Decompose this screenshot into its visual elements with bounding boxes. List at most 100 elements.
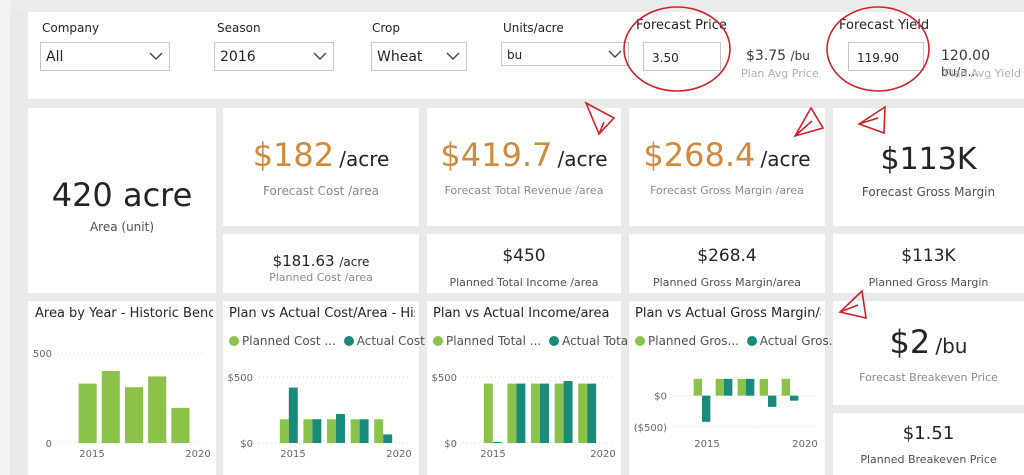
- forecast-yield-label: Forecast Yield: [839, 18, 930, 33]
- x-tick-label: 2020: [185, 449, 210, 460]
- chart-bar: [492, 441, 502, 443]
- planned-gross-margin-caption: Planned Gross Margin: [868, 276, 989, 289]
- planned-income-card: $450 Planned Total Income /area: [427, 234, 621, 293]
- crop-slicer-label: Crop: [372, 21, 401, 35]
- planned-breakeven-card: $1.51 Planned Breakeven Price: [833, 413, 1024, 475]
- crop-slicer-value: Wheat: [377, 49, 423, 65]
- chart-bar: [587, 383, 597, 443]
- company-slicer-label: Company: [42, 21, 100, 35]
- gross-margin-chart: $0 ($500) 2015 2020: [634, 378, 818, 450]
- forecast-cost-card: $182 /acre Forecast Cost /area: [223, 108, 419, 226]
- legend-dot-icon: [343, 336, 354, 346]
- chart-bar: [746, 378, 755, 396]
- chart-bar: [563, 380, 573, 443]
- x-tick-label: 2015: [480, 449, 505, 460]
- x-tick-label: 2015: [694, 439, 719, 450]
- chart-bar: [171, 407, 190, 443]
- y-tick-label: 0: [46, 439, 52, 450]
- top-gutter: [10, 0, 1024, 12]
- chart-bar: [715, 378, 724, 396]
- forecast-revenue-caption: Forecast Total Revenue /area: [444, 184, 604, 197]
- planned-breakeven-value: $1.51: [902, 423, 955, 444]
- chart-bar: [507, 383, 517, 443]
- planned-margin-area-caption: Planned Gross Margin/area: [653, 276, 801, 289]
- forecast-margin-card: $268.4 /acre Forecast Gross Margin /area: [629, 108, 825, 226]
- chevron-down-icon: [446, 52, 460, 60]
- chart-title: Plan vs Actual Gross Margin/a...: [635, 306, 821, 321]
- y-tick-label: ($500): [634, 423, 667, 434]
- planned-gross-margin-value: $113K: [901, 246, 956, 266]
- plan-avg-yield-caption: Plan Avg Yield: [944, 67, 1021, 80]
- area-value: 420 acre: [51, 176, 193, 214]
- chart-bar: [288, 387, 298, 443]
- chart-legend: Planned Gros... Actual Gros...: [635, 334, 840, 348]
- chart-bar: [790, 395, 799, 401]
- company-slicer-value: All: [46, 49, 64, 65]
- chart-bar: [101, 371, 120, 443]
- chart-title: Plan vs Actual Cost/Area - His...: [229, 306, 415, 321]
- forecast-margin-caption: Forecast Gross Margin /area: [650, 184, 804, 197]
- planned-cost-card: $181.63 /acre Planned Cost /area: [223, 234, 419, 293]
- legend-dot-icon: [635, 336, 645, 346]
- forecast-cost-caption: Forecast Cost /area: [263, 184, 379, 198]
- chart-bar: [350, 419, 360, 443]
- forecast-breakeven-caption: Forecast Breakeven Price: [859, 371, 998, 384]
- plan-avg-yield-value: 120.00 bu/a...: [941, 48, 990, 79]
- chevron-down-icon: [149, 52, 163, 60]
- forecast-margin-value: $268.4 /acre: [643, 136, 811, 174]
- legend-dot-icon: [549, 336, 560, 346]
- forecast-price-input[interactable]: 3.50: [643, 42, 721, 71]
- chevron-down-icon: [313, 52, 327, 60]
- chart-bar: [737, 378, 746, 396]
- legend-dot-icon: [746, 336, 757, 346]
- forecast-price-label: Forecast Price: [636, 18, 727, 33]
- area-card: 420 acre Area (unit): [28, 108, 216, 293]
- chart-bar: [781, 378, 790, 396]
- planned-cost-caption: Planned Cost /area: [269, 271, 373, 284]
- season-slicer[interactable]: 2016: [214, 42, 334, 71]
- units-slicer-value: bu: [507, 48, 523, 62]
- legend-dot-icon: [433, 336, 443, 346]
- chart-bar: [124, 387, 144, 443]
- chart-bar: [78, 383, 97, 443]
- chart-bar: [383, 434, 393, 443]
- chart-bar: [359, 419, 369, 443]
- chart-bar: [554, 383, 564, 443]
- plan-avg-price-value: $3.75 /bu: [746, 48, 810, 64]
- x-tick-label: 2015: [79, 449, 104, 460]
- units-slicer[interactable]: bu: [501, 42, 629, 66]
- planned-breakeven-caption: Planned Breakeven Price: [860, 453, 997, 466]
- cost-area-chart: $500 $0 2015 2020: [228, 373, 412, 460]
- chart-title: Area by Year - Historic Benc...: [35, 306, 213, 321]
- y-tick-label: $0: [444, 439, 457, 450]
- chart-bar: [483, 383, 493, 443]
- y-tick-label: $0: [240, 439, 253, 450]
- income-area-chart: $500 $0 2015 2020: [432, 373, 616, 460]
- y-tick-label: $0: [654, 392, 667, 403]
- chevron-down-icon: [608, 50, 622, 58]
- company-slicer[interactable]: All: [40, 42, 170, 71]
- season-slicer-value: 2016: [220, 49, 256, 65]
- chart-bar: [516, 383, 526, 443]
- forecast-revenue-value: $419.7 /acre: [440, 136, 608, 174]
- x-tick-label: 2020: [386, 449, 411, 460]
- chart-bar: [759, 378, 768, 396]
- planned-cost-value: $181.63 /acre: [272, 252, 370, 270]
- units-slicer-label: Units/acre: [503, 21, 564, 35]
- forecast-cost-value: $182 /acre: [252, 136, 390, 174]
- chart-bar: [336, 413, 345, 443]
- y-tick-label: $500: [228, 373, 253, 384]
- x-tick-label: 2015: [280, 449, 305, 460]
- chart-card-area-by-year: Area by Year - Historic Benc...: [28, 301, 216, 475]
- crop-slicer[interactable]: Wheat: [371, 42, 467, 71]
- x-tick-label: 2020: [590, 449, 615, 460]
- forecast-yield-input[interactable]: 119.90: [848, 42, 924, 71]
- chart-bar: [578, 383, 588, 443]
- forecast-breakeven-card: $2 /bu Forecast Breakeven Price: [833, 301, 1024, 405]
- chart-legend: Planned Cost ... Actual Cost ...: [229, 334, 440, 348]
- chart-bar: [768, 395, 777, 407]
- chart-legend: Planned Total ... Actual Total...: [433, 334, 643, 348]
- y-tick-label: 500: [33, 349, 52, 360]
- forecast-revenue-card: $419.7 /acre Forecast Total Revenue /are…: [427, 108, 621, 226]
- plan-avg-price-caption: Plan Avg Price: [741, 67, 819, 80]
